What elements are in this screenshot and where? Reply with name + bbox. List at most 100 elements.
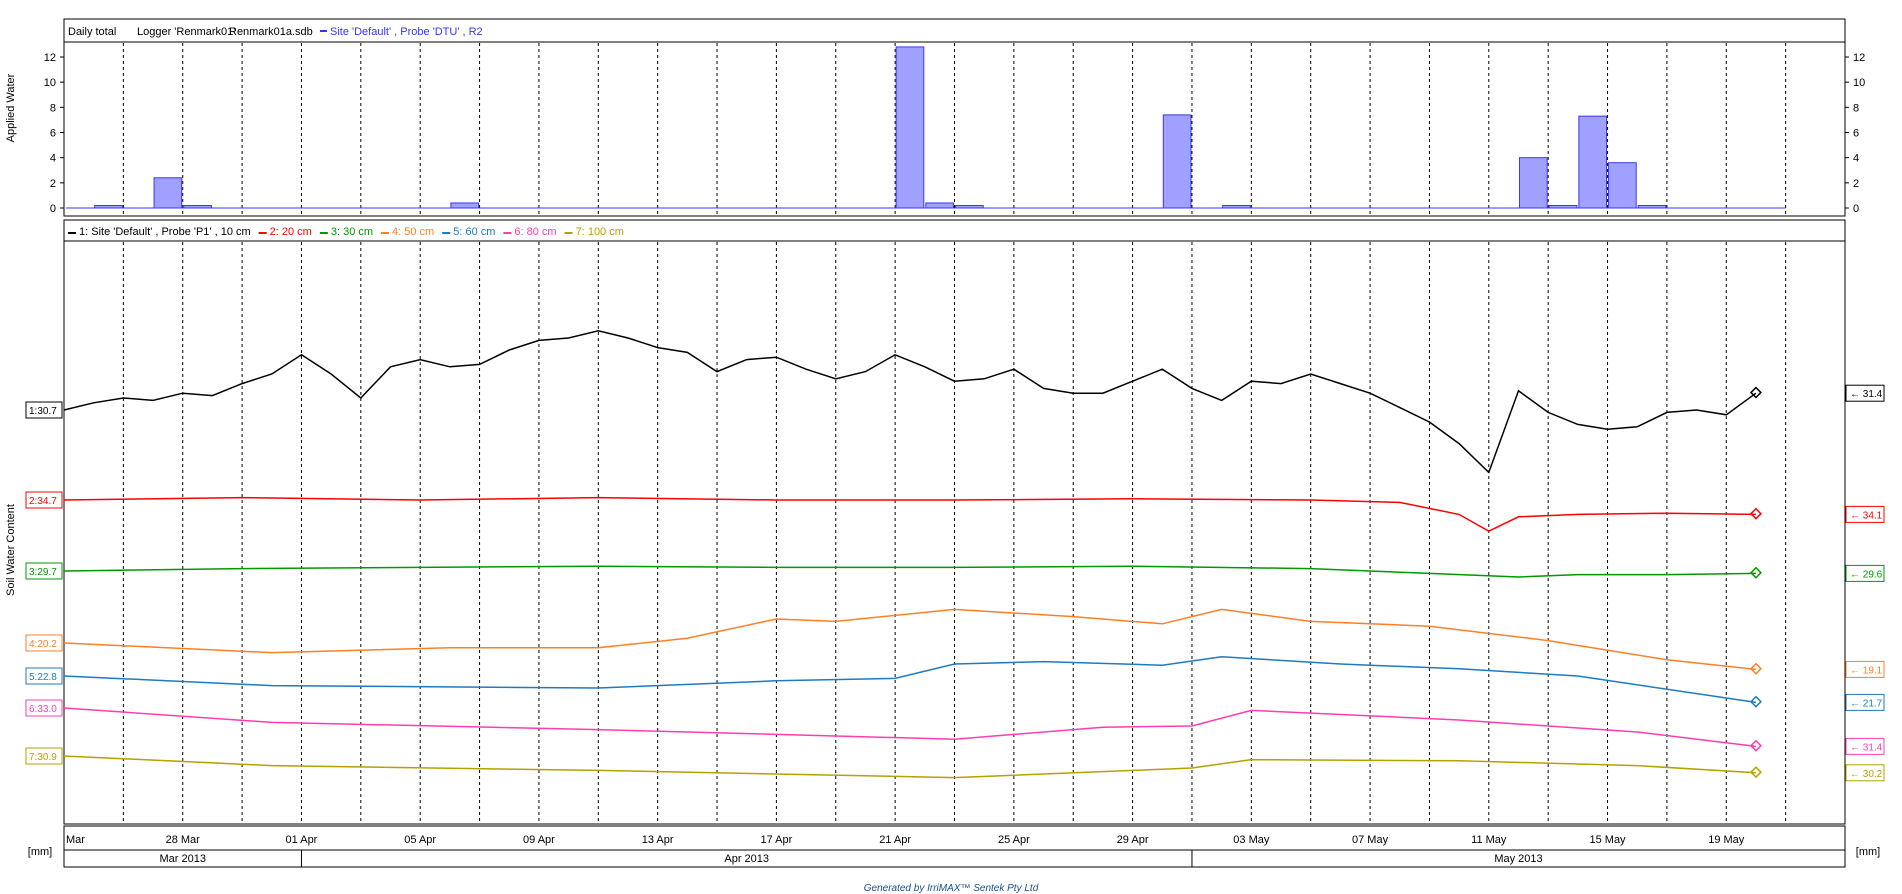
- applied-water-bar: [955, 204, 984, 209]
- series-start-label: 7:30.9: [29, 752, 57, 763]
- x-axis-frame: [63, 825, 1846, 868]
- y-tick-label: 2: [50, 178, 56, 190]
- series-line: [63, 608, 1756, 671]
- legend-label: 5: 60 cm: [453, 226, 495, 238]
- x-tick-label: 05 Apr: [404, 834, 436, 846]
- applied-water-bar: [450, 202, 480, 209]
- series-end-marker: [1749, 766, 1762, 779]
- footer-credit: Generated by IrriMAX™ Sentek Pty Ltd: [863, 883, 1039, 894]
- series-end-marker: [1749, 739, 1762, 752]
- applied-water-bar: [183, 204, 212, 209]
- series-line: [63, 565, 1756, 578]
- y-tick-label: 4: [50, 153, 56, 165]
- series-end-marker: [1749, 695, 1762, 708]
- series-start-label-box: [25, 634, 63, 652]
- series-end-marker: [1749, 566, 1762, 579]
- series-line: [63, 656, 1757, 704]
- soil-water-legend: 1: Site 'Default' , Probe 'P1' , 10 cm 2:…: [68, 226, 624, 238]
- series-end-marker: [1749, 386, 1762, 399]
- y-tick-label: 8: [50, 102, 56, 114]
- x-tick-label: 15 May: [1589, 834, 1626, 846]
- series-end-labels: ← 31.4 ← 34.1 ← 29.6 ← 19.1 ← 21.7 ← 31.4 ← 30…: [1845, 384, 1885, 782]
- month-label: Mar 2013: [159, 853, 205, 865]
- series-end-label-box: [1845, 764, 1885, 782]
- legend-label: 6: 80 cm: [514, 226, 556, 238]
- x-tick-label: 19 May: [1708, 834, 1745, 846]
- series-line: [63, 496, 1756, 533]
- top-legend-label: Site 'Default' , Probe 'DTU' , R2: [330, 26, 483, 38]
- applied-water-bar: [895, 46, 925, 209]
- series-start-label-box: [25, 562, 63, 580]
- y-tick-label: 12: [1853, 52, 1865, 64]
- legend-label: 4: 50 cm: [392, 226, 434, 238]
- series-start-label: 1:30.7: [29, 406, 57, 417]
- x-tick-label: Mar: [66, 834, 85, 846]
- series-start-label-box: [25, 667, 63, 685]
- x-tick-label: 03 May: [1233, 834, 1270, 846]
- x-tick-label: 17 Apr: [760, 834, 792, 846]
- applied-water-bar: [94, 204, 123, 209]
- y-tick-label: 4: [1853, 153, 1859, 165]
- series-end-label: ← 31.4: [1850, 742, 1883, 753]
- top-header-file: Renmark01a.sdb: [229, 26, 313, 38]
- series-start-label-box: [25, 401, 63, 419]
- month-label: May 2013: [1494, 853, 1542, 865]
- y-tick-label: 6: [50, 128, 56, 140]
- legend-label: 3: 30 cm: [331, 226, 373, 238]
- top-header-daily-total: Daily total: [68, 26, 116, 38]
- series-end-label: ← 31.4: [1850, 389, 1883, 400]
- top-y-axis: 0 0 2 2 4 4 6 6 8 8 10 10 12 12: [44, 52, 1866, 215]
- series-start-label: 5:22.8: [29, 672, 57, 683]
- series-end-marker: [1749, 507, 1762, 520]
- y-tick-label: 0: [50, 203, 56, 215]
- series-end-marker: [1749, 662, 1762, 675]
- series-end-label-box: [1845, 737, 1885, 755]
- series-start-label: 2:34.7: [29, 496, 57, 507]
- soil-water-series: [63, 330, 1762, 779]
- applied-water-bar: [1548, 204, 1578, 209]
- x-axis-month-labels: Mar 2013 Apr 2013 May 2013: [159, 850, 1543, 867]
- x-tick-label: 07 May: [1352, 834, 1389, 846]
- x-axis-tick-labels: Mar 28 Mar 01 Apr 05 Apr 09 Apr 13 Apr 17 Apr 2…: [66, 834, 1745, 846]
- series-start-label-box: [25, 747, 63, 765]
- series-end-label-box: [1845, 564, 1885, 582]
- applied-water-bar: [1578, 115, 1608, 209]
- left-units-label: [mm]: [28, 846, 52, 858]
- soil-water-axis-label: Soil Water Content: [5, 504, 17, 596]
- applied-water-panel: [63, 18, 1846, 217]
- series-line: [63, 707, 1756, 748]
- top-gridlines: [122, 43, 1787, 215]
- series-line: [63, 330, 1757, 474]
- series-start-label: 6:33.0: [29, 704, 57, 715]
- month-label: Apr 2013: [724, 853, 769, 865]
- applied-water-bar: [1518, 157, 1548, 209]
- series-end-label: ← 29.6: [1850, 569, 1883, 580]
- bottom-gridlines: [122, 242, 1787, 823]
- series-end-label-box: [1845, 505, 1885, 523]
- series-line: [63, 755, 1756, 779]
- series-start-label-box: [25, 491, 63, 509]
- x-tick-label: 25 Apr: [998, 834, 1030, 846]
- series-end-label-box: [1845, 384, 1885, 402]
- y-tick-label: 10: [1853, 77, 1865, 89]
- x-tick-label: 11 May: [1471, 834, 1507, 846]
- y-tick-label: 12: [44, 52, 56, 64]
- applied-water-bar: [925, 202, 954, 209]
- y-tick-label: 10: [44, 77, 56, 89]
- series-end-label: ← 30.2: [1850, 769, 1883, 780]
- soil-water-panel: [63, 219, 1846, 825]
- x-tick-label: 28 Mar: [166, 834, 201, 846]
- legend-label: 1: Site 'Default' , Probe 'P1' , 10 cm: [79, 226, 251, 238]
- x-tick-label: 09 Apr: [523, 834, 555, 846]
- y-tick-label: 2: [1853, 178, 1859, 190]
- right-units-label: [mm]: [1856, 846, 1880, 858]
- applied-water-bar: [1222, 204, 1251, 209]
- x-tick-label: 01 Apr: [286, 834, 318, 846]
- series-start-label-box: [25, 699, 63, 717]
- x-tick-label: 21 Apr: [879, 834, 911, 846]
- series-end-label: ← 19.1: [1850, 665, 1883, 676]
- series-end-label: ← 34.1: [1850, 510, 1883, 521]
- legend-label: 7: 100 cm: [576, 226, 624, 238]
- applied-water-bars: [66, 46, 1786, 209]
